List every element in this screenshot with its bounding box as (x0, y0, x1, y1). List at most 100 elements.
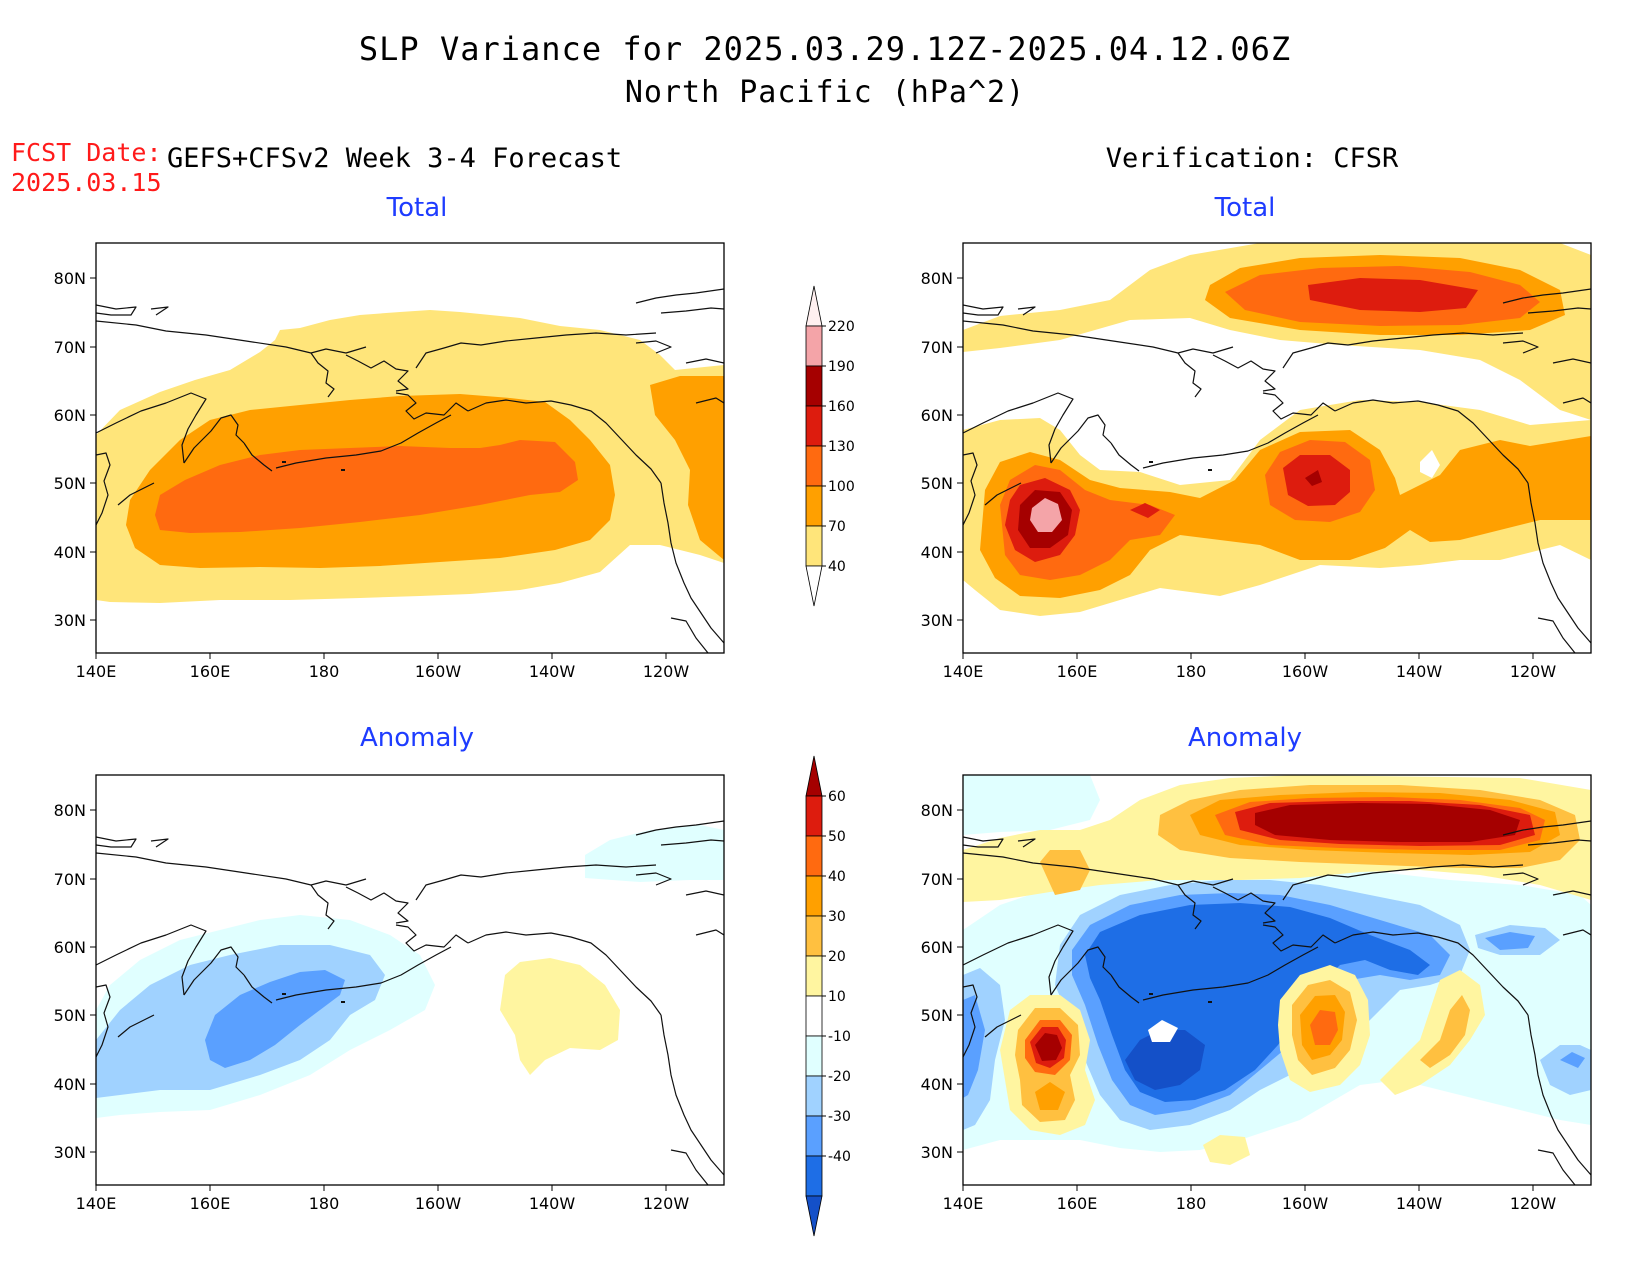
legend-total-top-arrow (805, 285, 823, 327)
legend-anomaly-top-arrow (805, 755, 823, 797)
legend-total-swatch (805, 525, 823, 567)
lon-label: 140E (76, 1194, 117, 1213)
contour-area (1420, 995, 1470, 1068)
contour-area (1203, 1135, 1250, 1165)
lat-label: 80N (54, 269, 86, 288)
forecast-column-title: GEFS+CFSv2 Week 3-4 Forecast (167, 143, 623, 174)
lon-label: 120W (643, 662, 690, 681)
lat-label: 60N (921, 406, 953, 425)
map-anomaly-verification (962, 774, 1592, 1186)
lon-label: 140W (1396, 662, 1443, 681)
contour-area (1125, 1030, 1205, 1090)
legend-anomaly-swatch (805, 995, 823, 1037)
contour-area (1040, 850, 1090, 895)
legend-total-swatch (805, 445, 823, 487)
lat-label: 70N (54, 338, 86, 357)
contour-area (963, 995, 985, 1098)
panel-title-total-verification: Total (1214, 193, 1276, 223)
map-total-forecast (95, 242, 725, 654)
lon-label: 140E (76, 662, 117, 681)
legend-anomaly-swatch (805, 915, 823, 957)
lon-label: 140W (529, 1194, 576, 1213)
lon-label: 140W (529, 662, 576, 681)
lat-label: 70N (921, 338, 953, 357)
legend-total-label: 70 (828, 519, 846, 535)
fcst-date-value: 2025.03.15 (11, 168, 162, 197)
lon-label: 160E (1057, 1194, 1098, 1213)
lon-label: 160E (190, 662, 231, 681)
legend-anomaly-bottom-arrow (805, 1195, 823, 1237)
lon-label: 160W (415, 1194, 462, 1213)
lat-label: 70N (54, 870, 86, 889)
legend-total-label: 220 (828, 319, 855, 335)
map-total-verification (962, 242, 1592, 654)
contour-area (1030, 498, 1062, 532)
lon-label: 180 (1176, 662, 1207, 681)
lat-label: 30N (921, 611, 953, 630)
legend-anomaly-label: 50 (828, 829, 846, 845)
contour-area (500, 958, 620, 1075)
lon-label: 140E (943, 662, 984, 681)
lon-label: 160W (1282, 662, 1329, 681)
lat-label: 80N (54, 801, 86, 820)
legend-total-swatch (805, 365, 823, 407)
legend-anomaly-label: 20 (828, 949, 846, 965)
contour-100 (155, 440, 578, 533)
legend-anomaly-label: 10 (828, 989, 846, 1005)
legend-anomaly-label: 60 (828, 789, 846, 805)
lat-label: 30N (54, 611, 86, 630)
legend-anomaly-swatch (805, 835, 823, 877)
lat-label: 60N (921, 938, 953, 957)
legend-anomaly-swatch (805, 1075, 823, 1117)
lon-label: 180 (309, 662, 340, 681)
contour-area (1560, 1052, 1585, 1068)
legend-anomaly: 60 50 40 30 20 10 -10 -20 -30 -40 (805, 755, 851, 1237)
lon-label: 140E (943, 1194, 984, 1213)
lon-label: 180 (1176, 1194, 1207, 1213)
lon-label: 120W (1510, 662, 1557, 681)
legend-anomaly-label: 40 (828, 869, 846, 885)
contour-area (1308, 278, 1478, 312)
lon-label: 160E (1057, 662, 1098, 681)
contour-area (1035, 1033, 1062, 1061)
lon-label: 160W (415, 662, 462, 681)
lat-label: 50N (921, 1006, 953, 1025)
panel-title-anomaly-verification: Anomaly (1187, 723, 1303, 753)
contour-area (1310, 1010, 1338, 1045)
contour-area (585, 825, 724, 882)
lat-label: 50N (54, 474, 86, 493)
panel-title-total-forecast: Total (386, 193, 448, 223)
lat-label: 70N (921, 870, 953, 889)
legend-total-label: 40 (828, 559, 846, 575)
contour-area (1485, 932, 1535, 950)
legend-anomaly-label: -10 (828, 1029, 851, 1045)
lon-label: 180 (309, 1194, 340, 1213)
legend-total: 220 190 160 130 100 70 40 (805, 285, 855, 607)
legend-anomaly-label: -30 (828, 1109, 851, 1125)
contour-area (1130, 503, 1160, 518)
lon-label: 160E (190, 1194, 231, 1213)
verification-column-title: Verification: CFSR (1105, 143, 1399, 174)
lon-label: 140W (1396, 1194, 1443, 1213)
lat-label: 80N (921, 801, 953, 820)
legend-total-bottom-arrow (805, 565, 823, 607)
legend-total-swatch (805, 405, 823, 447)
contour-area (963, 775, 1100, 835)
lat-label: 40N (54, 543, 86, 562)
lon-label: 120W (1510, 1194, 1557, 1213)
main-title: SLP Variance for 2025.03.29.12Z-2025.04.… (358, 30, 1292, 68)
lat-label: 60N (54, 938, 86, 957)
contour-70-east (650, 376, 724, 560)
legend-anomaly-label: -20 (828, 1069, 851, 1085)
legend-total-label: 100 (828, 479, 855, 495)
legend-anomaly-swatch (805, 1035, 823, 1077)
panel-title-anomaly-forecast: Anomaly (359, 723, 475, 753)
lon-label: 120W (643, 1194, 690, 1213)
map-anomaly-forecast (95, 774, 725, 1186)
contour-area (1035, 1082, 1065, 1110)
lat-label: 60N (54, 406, 86, 425)
contour-area (205, 970, 345, 1068)
legend-anomaly-swatch (805, 955, 823, 997)
legend-anomaly-swatch (805, 1155, 823, 1197)
